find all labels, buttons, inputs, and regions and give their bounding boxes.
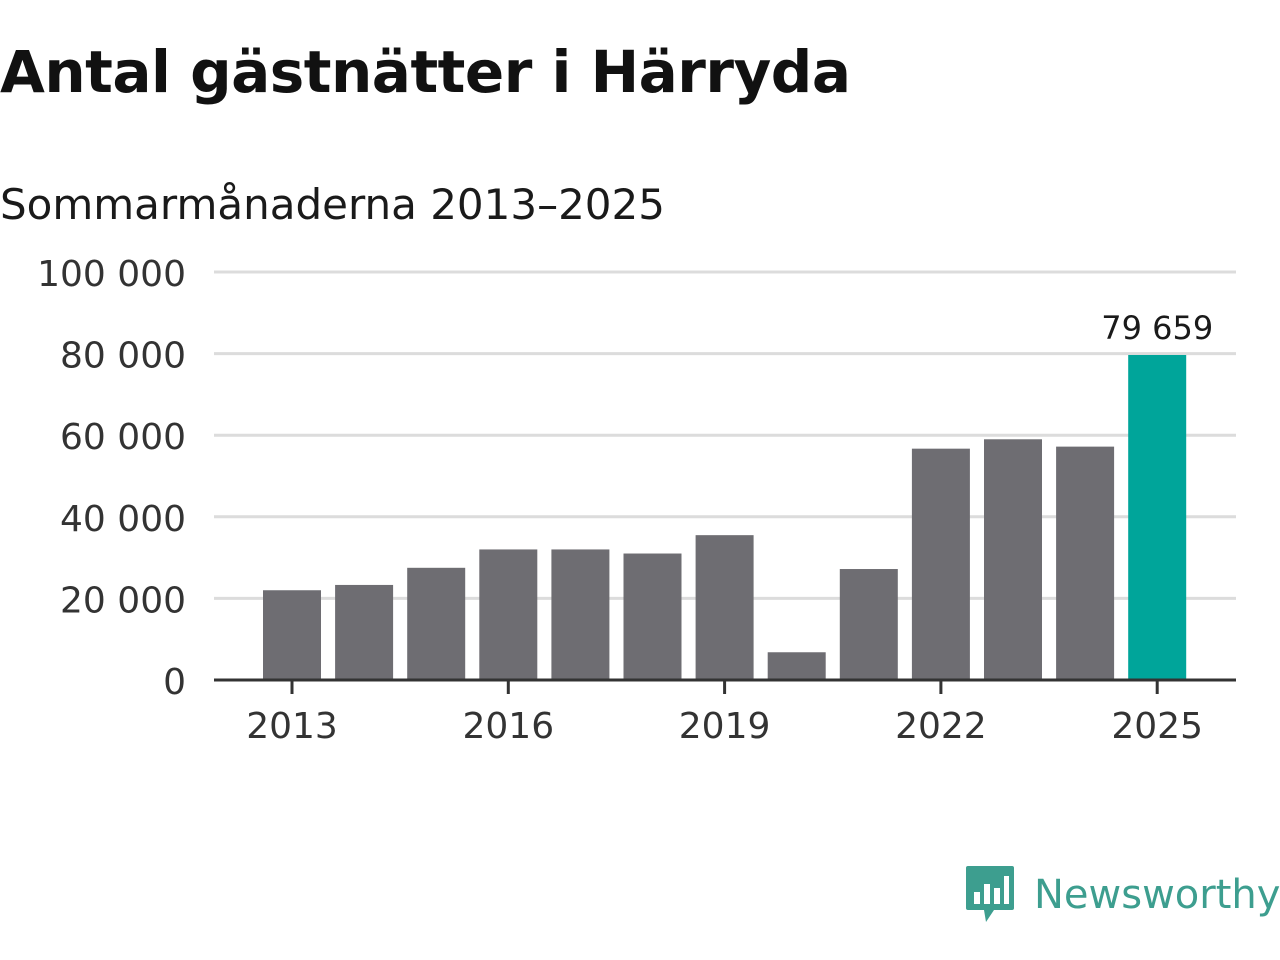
brand-name: Newsworthy xyxy=(1034,872,1280,918)
labels: 0 20 000 40 000 60 000 80 000 100 000 79 659 20… xyxy=(37,254,1213,747)
bars xyxy=(263,354,1187,680)
bar-2018 xyxy=(623,553,682,680)
data-label: 79 659 xyxy=(1101,309,1213,347)
chart-title: Antal gästnätter i Härryda xyxy=(0,38,851,106)
y-tick-label: 40 000 xyxy=(60,499,186,540)
x-tick-label: 2025 xyxy=(1111,706,1203,747)
x-tick-label: 2019 xyxy=(679,706,771,747)
brand-logo: Newsworthy xyxy=(964,864,1280,926)
y-tick-label: 60 000 xyxy=(60,417,186,458)
bar-2020 xyxy=(767,652,826,680)
y-tick-label: 100 000 xyxy=(37,254,186,295)
x-tick-label: 2013 xyxy=(246,706,338,747)
bar-2013 xyxy=(263,590,321,680)
bar-2015 xyxy=(407,567,466,680)
x-tick-label: 2016 xyxy=(462,706,554,747)
chart-subtitle: Sommarmånaderna 2013–2025 xyxy=(0,180,665,229)
bar-2025 xyxy=(1128,354,1187,680)
bar-2016 xyxy=(479,549,538,680)
bar-2021 xyxy=(839,569,898,680)
bar-2019 xyxy=(695,535,754,680)
chart-speech-bubble-icon xyxy=(966,866,1014,922)
axes xyxy=(214,678,1236,694)
y-tick-label: 80 000 xyxy=(60,336,186,377)
y-tick-label: 20 000 xyxy=(60,580,186,621)
bar-2024 xyxy=(1056,446,1115,680)
x-tick-label: 2022 xyxy=(895,706,987,747)
bar-2022 xyxy=(911,448,970,680)
y-tick-label: 0 xyxy=(163,662,186,703)
bar-2014 xyxy=(335,584,394,680)
bar-2017 xyxy=(551,549,610,680)
bar-2023 xyxy=(984,439,1042,680)
